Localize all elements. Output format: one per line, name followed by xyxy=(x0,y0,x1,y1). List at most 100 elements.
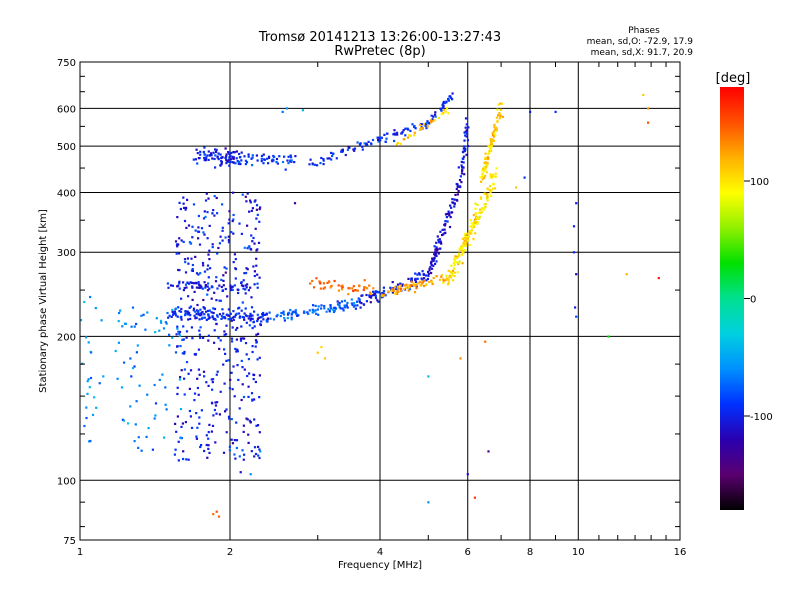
data-point xyxy=(241,337,244,340)
data-point xyxy=(429,119,433,122)
data-point xyxy=(211,157,214,160)
data-point xyxy=(353,149,356,152)
data-point xyxy=(354,289,357,292)
data-point xyxy=(383,293,386,296)
data-point xyxy=(377,291,380,294)
data-point xyxy=(174,351,178,354)
data-point xyxy=(421,281,424,284)
data-point xyxy=(430,280,433,284)
data-point xyxy=(442,102,445,105)
data-point xyxy=(176,345,179,348)
data-point xyxy=(476,221,479,224)
data-point xyxy=(241,301,244,304)
data-point xyxy=(397,285,400,289)
data-point xyxy=(458,261,461,265)
data-point xyxy=(322,282,325,285)
data-point xyxy=(396,133,399,136)
data-point xyxy=(201,261,205,265)
data-point xyxy=(256,273,259,276)
data-point xyxy=(456,271,459,274)
data-point xyxy=(479,176,482,179)
data-point xyxy=(438,247,441,250)
data-point xyxy=(86,380,89,383)
data-point xyxy=(452,279,455,282)
stats-line-x: mean, sd,X: 91.7, 20.9 xyxy=(591,48,694,58)
data-point xyxy=(451,269,455,272)
data-point xyxy=(306,311,309,314)
data-point xyxy=(462,245,465,248)
data-point xyxy=(448,95,451,98)
data-point xyxy=(194,158,197,161)
data-point xyxy=(446,283,450,286)
data-point xyxy=(235,150,238,153)
data-point xyxy=(185,361,189,364)
data-point xyxy=(222,363,225,366)
data-point xyxy=(198,283,201,286)
data-point xyxy=(462,241,465,244)
data-point xyxy=(172,313,175,316)
data-point xyxy=(204,284,208,287)
data-point xyxy=(255,340,258,343)
data-point xyxy=(574,306,577,309)
data-point xyxy=(250,157,253,160)
data-point xyxy=(262,162,265,165)
data-point xyxy=(195,148,198,151)
data-point xyxy=(222,274,225,277)
data-point xyxy=(182,240,185,243)
data-point xyxy=(232,151,235,154)
y-tick-label: 75 xyxy=(63,536,76,547)
data-point xyxy=(216,287,219,290)
data-point xyxy=(136,344,139,347)
data-point xyxy=(182,325,185,328)
y-tick-label: 400 xyxy=(57,188,76,199)
data-point xyxy=(439,107,442,110)
data-point xyxy=(443,232,446,235)
data-point xyxy=(496,108,499,111)
data-point xyxy=(184,310,187,313)
data-point xyxy=(436,249,439,252)
data-point xyxy=(177,459,180,462)
data-point xyxy=(260,316,263,319)
data-point xyxy=(213,291,216,294)
data-point xyxy=(529,110,532,113)
data-point xyxy=(215,373,218,376)
data-point xyxy=(98,382,101,385)
data-point xyxy=(258,220,261,223)
data-point xyxy=(258,431,261,434)
data-point xyxy=(442,100,445,103)
data-point xyxy=(492,183,495,186)
data-point xyxy=(201,316,204,319)
data-point xyxy=(392,289,395,292)
data-point xyxy=(190,281,193,284)
stats-line-o: mean, sd,O: -72.9, 17.9 xyxy=(587,37,694,47)
data-point xyxy=(464,117,468,120)
data-point xyxy=(220,285,223,289)
data-point xyxy=(488,151,491,154)
data-point xyxy=(495,167,498,170)
data-point xyxy=(575,315,578,318)
data-point xyxy=(176,216,179,219)
data-point xyxy=(478,215,481,218)
data-point xyxy=(207,339,210,342)
data-point xyxy=(447,112,450,115)
data-point xyxy=(179,376,182,379)
data-point xyxy=(200,444,203,447)
data-point xyxy=(194,281,197,284)
data-point xyxy=(212,414,215,417)
data-point xyxy=(416,277,419,280)
data-point xyxy=(393,139,396,143)
data-point xyxy=(227,308,230,311)
data-point xyxy=(499,115,502,118)
data-point xyxy=(311,308,314,311)
data-point xyxy=(435,260,438,263)
data-point xyxy=(268,311,271,314)
data-point xyxy=(258,356,261,359)
data-point xyxy=(425,283,428,286)
data-point xyxy=(447,210,450,213)
data-point xyxy=(451,92,454,95)
data-point xyxy=(320,307,323,310)
data-point xyxy=(123,361,126,364)
data-point xyxy=(220,156,224,159)
data-point xyxy=(399,284,402,287)
data-point xyxy=(445,274,448,277)
